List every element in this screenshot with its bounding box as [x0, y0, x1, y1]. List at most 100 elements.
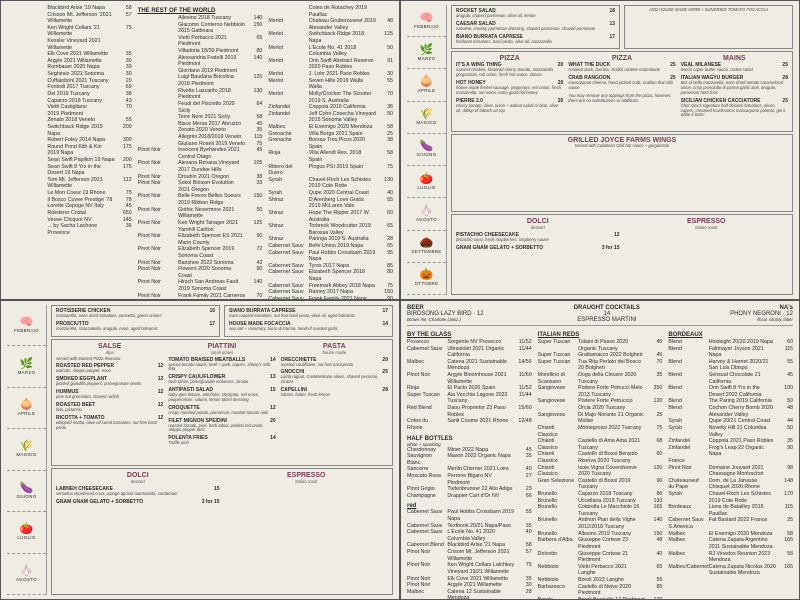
gnam-gelato-item-top: GNAM GNAM GELATO + SORBETTO 3 for 15	[456, 245, 620, 251]
wine-row: Malbec El Enemigo 2020 Mendoza 58	[268, 124, 393, 131]
wine-row: Pinot Noir Drouhin 2021 Oregon 38	[138, 174, 263, 181]
month-icon-aprile: 🧅	[20, 400, 34, 411]
wine-row: Syrah Novelty Hill 21 Columbia Valley 50	[668, 425, 793, 438]
food-main-top: ROCKET SALAD 18 arugula, shaved parmesan…	[451, 5, 793, 295]
wine-row: Tom Mt. Jefferson 2021 Willamette 112	[7, 177, 132, 190]
wine-list-top: Blackbird Arise '19 Napa 58 Crisson Mt. Je…	[0, 0, 400, 300]
wine-row: Rioja Villa Allendi Res. 2018 Spain 58	[268, 150, 393, 163]
gnam-gelato-item-bottom: GNAM GNAM GELATO + SORBETTO 3 for 15	[56, 499, 220, 505]
wine-row: Blend Faltmayer Joyson 2021 Napa 115	[668, 346, 793, 359]
wings-box: GRILLED JOYCE FARMS WINGS tossed with Ca…	[451, 134, 793, 213]
wine-row: Merlot Orin Swift Abstract Reserve 2020 P…	[268, 58, 393, 71]
wine-row: Dei 2019 Tuscany 38	[7, 91, 132, 98]
wine-row: Robert Foley 2014 Napa 300	[7, 137, 132, 144]
wine-row: Chianti Classico Castello di Ama Ama 2021…	[538, 438, 663, 451]
wine-row: Shiraz D'Arenberg Love Grass 2019 McLaren…	[268, 197, 393, 210]
month-label: LUGLIO	[417, 185, 435, 190]
month-item-marzo: 🌿 MARZO	[407, 37, 446, 69]
wine-row: Shiraz Paringa 2019 S. Australia 28	[268, 236, 393, 243]
pasta-col: PASTA house made ORECCHIETTE 20 roasted …	[281, 343, 388, 462]
wine-row: Chianti Classico Isole Vigna Coversheeve …	[538, 465, 663, 478]
month-icon-giugno: 🍆	[420, 141, 434, 152]
month-label: MAGGIO	[416, 120, 436, 125]
wine-row: Cotes de Rotachey 2019 Pauillac	[268, 5, 393, 18]
wine-row: Cabernet Sauv Belle Union 2019 Napa 65	[268, 243, 393, 250]
wine-row: 2015 Gattinara	[138, 28, 263, 35]
wine-row: Brunello Uccellaria 2019 Tuscany 133	[538, 498, 663, 505]
wine-row: Barbaresco Castello di Neive 2020 Piedmon…	[538, 584, 663, 597]
wine-row: Prosecco Sorgente NV Prosecco 11/52	[407, 339, 532, 346]
wine-row: Malbec Catena 12 Sustainable Mendoza 28	[407, 589, 532, 600]
wine-row: Pinot Noir Flowers 2020 Sonoma Coast 90	[138, 266, 263, 279]
month-icon-agosto: 🧄	[20, 566, 34, 577]
month-label: FEBBRAIO	[414, 24, 439, 29]
wine-row: Feudi del Pisciotto 2020 Sicily 64	[138, 101, 263, 114]
wine-row: Villadoria 18/20 Piedmont 80	[138, 48, 263, 55]
wine-row: Chardonnay Miner 2022 Napa 45	[407, 447, 532, 454]
chicken-prosciutto-box: ROTISSERIE CHICKEN 16 mozzarella, oven d…	[51, 305, 220, 337]
wine-row: Malbec Catena Zapata Argentino 2011 Susta…	[668, 537, 793, 550]
wine-row: Shiraz Torbreck Woodcutter 2019 Barossa V…	[268, 223, 393, 236]
wine-row: Sean Swift Papillon 19 Napa 200	[7, 157, 132, 164]
wine-row: Pinot Noir Domaine Jouvard 2021 Chassagne…	[668, 465, 793, 478]
month-item-luglio: 🍅 LUGLIO	[407, 166, 446, 198]
food-menu-top-right: 🧠 FEBBRAIO 🌿 MARZO 🧅 APRILE 🌾 MAGGIO 🍆 GIUGNO 🍅 LUG…	[400, 0, 800, 300]
wine-row: ... by Sacha Lachone Provence 36	[7, 223, 132, 236]
wine-row: Merlot J. Lohr 2021 Paso Robles 30	[268, 71, 393, 78]
wine-row: Giuliano Roseti 2019 Veneto 75	[138, 141, 263, 148]
month-item-ottobre: 🎃 OTTOBRE	[407, 263, 446, 295]
month-item-aprile: 🧅 APRILE	[407, 69, 446, 101]
pizza-col-2: PIZZA WHAT THE DUCK 25 smoked duck, burr…	[568, 55, 675, 128]
wine-row: Syrah Qupe 20/21 Central Coast 44	[668, 418, 793, 425]
wine-row: Bordeaux Lions de Batailley 2016 Pauillac…	[668, 504, 793, 517]
draught-box: DRAUGHT COCKTAILS 14 ESPRESSO MARTINI	[574, 305, 640, 323]
wine-row: Sangiovese Podere Forte Petruccio Orcia 2…	[538, 398, 663, 411]
month-label: AGOSTO	[16, 577, 37, 582]
month-icon-luglio: 🍅	[20, 524, 34, 535]
wine-row: Malbec RJ Vinedos Reunion 2023 Mendoza 58	[668, 551, 793, 564]
by-glass-header: BY THE GLASS	[407, 332, 532, 338]
wine-row: Pinot Noir Sokol Blosser Evolution 2021 O…	[138, 180, 263, 193]
wine-row: Chateauneuf du Pape Dom. de La Janasse Ch…	[668, 478, 793, 491]
wine-row: France	[668, 458, 793, 465]
piattini-col: PIATTINI small plates TOMATO BRAISED MEA…	[168, 343, 275, 462]
wine-row: Sangiovese Podere Forte Petrucci Melo 201…	[538, 385, 663, 398]
wine-row: Fontodi 2017 Tuscany 69	[7, 84, 132, 91]
wine-row: Cabernet Blend Blackbird Arise '21 Napa 58	[407, 542, 532, 549]
wine-row: Cabernet Sauv Freemark Abbey 2018 Napa 75	[268, 283, 393, 290]
wine-row: Cabernet Sauv Paul Hobbs Crossbarn 2019 N…	[268, 250, 393, 263]
month-icon-ottobre: 🎃	[420, 270, 434, 281]
wine-row: Kessler Vineyard 2021 Willamette	[7, 38, 132, 51]
month-item-marzo: 🌿 MARZO	[7, 346, 46, 387]
wine-row: Argyle 2021 Willamette 30	[7, 58, 132, 65]
wine-row: Pinot Noir Elizabeth Spencer 2019 Sonoma …	[138, 246, 263, 259]
wine-row: Bisce Mersa 2017 Abruzzo 45	[138, 121, 263, 128]
wine-row: Pinot Noir Hirsch San Andreas Fault 2019 …	[138, 279, 263, 292]
month-sidebar-top: 🧠 FEBBRAIO 🌿 MARZO 🧅 APRILE 🌾 MAGGIO 🍆 GIUGNO 🍅 LUG…	[407, 5, 447, 295]
wine-row: Zinfandel Jeff Cohn Cosecha Vineyard 2015…	[268, 111, 393, 124]
wine-row: Rioja El Pacto 2020 Spain 11/52	[407, 385, 532, 392]
month-label: MAGGIO	[16, 452, 36, 457]
wine-list-bottom: BEER BIRDSONG LAZY BIRD · 12 Brown Ale, …	[400, 300, 800, 600]
wine-col-3: Cotes de Rotachey 2019 Pauillac Merlot Cha…	[268, 5, 393, 295]
espresso-col-top: ESPRESSO Italian roast	[625, 218, 789, 291]
wine-row: Caparzo 2018 Tuscany 43	[7, 98, 132, 105]
wine-row: Pinot Noir Alexana Revana Vineyard 2017 D…	[138, 160, 263, 173]
mains-col: MAINS VEAL MILANESE 25 lemon caper butte…	[681, 55, 788, 128]
wine-row: Zenato 2018 Veneto 55	[7, 117, 132, 124]
wine-row: Seghesio 2021 Sonoma 30	[7, 71, 132, 78]
wine-row: Malbec Catena 2021 Sustainable Mendoza 14/…	[407, 359, 532, 372]
wine-row: Blend Cochon Cherry Bomb 2020 Alexander V…	[668, 405, 793, 418]
wine-row: Sean Swift 8 Yrs in the Desert 19 Napa 17…	[7, 164, 132, 177]
wine-row: Allesino 2018 Tuscany 140	[138, 15, 263, 22]
wine-row: Brunello Caparzo 2018 Tuscany 86	[538, 491, 663, 498]
wine-row: Cabernet Sauv Ramey 2017 Napa 150	[268, 289, 393, 296]
wine-row: Ken Wright Cellars '21 Willamette 75	[7, 25, 132, 38]
wine-row: Ribero del Duero Pingus PSI 2019 Spain 75	[268, 164, 393, 177]
month-item-maggio: 🌾 MAGGIO	[7, 429, 46, 470]
month-label: APRILE	[18, 411, 36, 416]
wine-row: Pinot Noir Ken Wright Tanager 2021 Yamhil…	[138, 220, 263, 233]
month-icon-luglio: 🍅	[420, 174, 434, 185]
wine-row: Elk Cove 2021 Willamette 35	[7, 51, 132, 58]
dolci-col-bottom: DOLCI dessert LABNEH CHEESECAKE 15 semol…	[56, 472, 220, 591]
